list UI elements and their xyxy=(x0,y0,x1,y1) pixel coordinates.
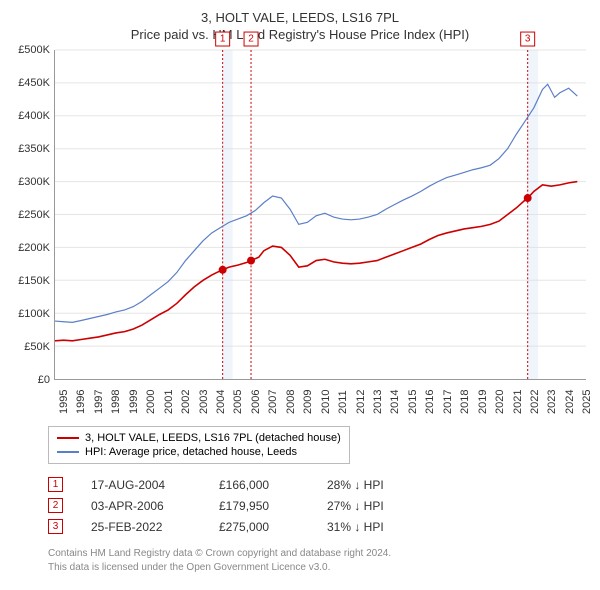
sales-row: 1 17-AUG-2004 £166,000 28% ↓ HPI xyxy=(48,474,590,495)
x-axis-label: 2025 xyxy=(581,390,593,414)
sale-date: 17-AUG-2004 xyxy=(91,478,191,492)
legend: 3, HOLT VALE, LEEDS, LS16 7PL (detached … xyxy=(48,426,350,464)
sales-table: 1 17-AUG-2004 £166,000 28% ↓ HPI 2 03-APR-200… xyxy=(48,474,590,537)
sale-date: 25-FEB-2022 xyxy=(91,520,191,534)
x-axis-label: 2009 xyxy=(302,390,314,414)
x-axis-label: 2013 xyxy=(372,390,384,414)
y-axis-label: £300K xyxy=(18,176,50,188)
legend-label: HPI: Average price, detached house, Leed… xyxy=(85,446,297,458)
legend-swatch xyxy=(57,437,79,439)
x-axis-label: 1995 xyxy=(58,390,70,414)
sale-price: £166,000 xyxy=(219,478,299,492)
event-marker-num: 2 xyxy=(248,34,254,45)
y-axis-label: £250K xyxy=(18,209,50,221)
chart-subtitle: Price paid vs. HM Land Registry's House … xyxy=(10,27,590,42)
y-axis-label: £350K xyxy=(18,143,50,155)
x-axis-label: 1998 xyxy=(110,390,122,414)
disclaimer: Contains HM Land Registry data © Crown c… xyxy=(48,547,590,575)
plot-inner: 123 xyxy=(54,50,586,380)
sale-dot xyxy=(247,257,255,265)
x-axis-label: 2018 xyxy=(459,390,471,414)
x-axis-label: 2007 xyxy=(267,390,279,414)
y-axis-label: £0 xyxy=(38,374,50,386)
x-axis-label: 1996 xyxy=(75,390,87,414)
y-axis-label: £450K xyxy=(18,77,50,89)
x-axis-label: 2000 xyxy=(145,390,157,414)
sale-num-box: 3 xyxy=(48,519,63,534)
plot-svg: 123 xyxy=(55,50,586,379)
sale-diff: 31% ↓ HPI xyxy=(327,520,417,534)
sale-date: 03-APR-2006 xyxy=(91,499,191,513)
legend-row: 3, HOLT VALE, LEEDS, LS16 7PL (detached … xyxy=(57,431,341,445)
sale-num-box: 1 xyxy=(48,477,63,492)
event-marker-num: 3 xyxy=(525,34,531,45)
x-axis-label: 2024 xyxy=(564,390,576,414)
x-axis-label: 2006 xyxy=(250,390,262,414)
series-property-line xyxy=(55,182,577,341)
price-chart-container: 3, HOLT VALE, LEEDS, LS16 7PL Price paid… xyxy=(10,10,590,575)
sales-row: 2 03-APR-2006 £179,950 27% ↓ HPI xyxy=(48,495,590,516)
x-axis-label: 1999 xyxy=(128,390,140,414)
title-block: 3, HOLT VALE, LEEDS, LS16 7PL Price paid… xyxy=(10,10,590,42)
x-axis-label: 2010 xyxy=(320,390,332,414)
x-axis-label: 2015 xyxy=(407,390,419,414)
sale-dot xyxy=(524,194,532,202)
x-axis-label: 2017 xyxy=(442,390,454,414)
sales-row: 3 25-FEB-2022 £275,000 31% ↓ HPI xyxy=(48,516,590,537)
x-axis-label: 2016 xyxy=(424,390,436,414)
sale-price: £179,950 xyxy=(219,499,299,513)
x-axis-label: 2020 xyxy=(494,390,506,414)
disclaimer-line2: This data is licensed under the Open Gov… xyxy=(48,561,590,575)
y-axis-label: £50K xyxy=(24,341,50,353)
sale-num-box: 2 xyxy=(48,498,63,513)
y-axis-label: £100K xyxy=(18,308,50,320)
x-axis-label: 2019 xyxy=(477,390,489,414)
x-axis-label: 2001 xyxy=(163,390,175,414)
y-axis-label: £150K xyxy=(18,275,50,287)
chart-title: 3, HOLT VALE, LEEDS, LS16 7PL xyxy=(10,10,590,25)
x-axis-label: 1997 xyxy=(93,390,105,414)
y-axis-label: £200K xyxy=(18,242,50,254)
sale-price: £275,000 xyxy=(219,520,299,534)
disclaimer-line1: Contains HM Land Registry data © Crown c… xyxy=(48,547,590,561)
x-axis-label: 2008 xyxy=(285,390,297,414)
legend-swatch xyxy=(57,451,79,453)
y-axis-label: £500K xyxy=(18,44,50,56)
y-axis-label: £400K xyxy=(18,110,50,122)
x-axis-labels: 1995 1996 1997 1998 1999 2000 2001 2002 2003 2004… xyxy=(54,380,586,420)
legend-label: 3, HOLT VALE, LEEDS, LS16 7PL (detached … xyxy=(85,432,341,444)
series-hpi-line xyxy=(55,84,577,322)
x-axis-label: 2002 xyxy=(180,390,192,414)
y-axis-labels: £0£50K£100K£150K£200K£250K£300K£350K£400… xyxy=(10,50,52,380)
legend-row: HPI: Average price, detached house, Leed… xyxy=(57,445,341,459)
x-axis-label: 2012 xyxy=(355,390,367,414)
x-axis-label: 2011 xyxy=(337,390,349,414)
event-marker-num: 1 xyxy=(220,34,226,45)
plot-area: £0£50K£100K£150K£200K£250K£300K£350K£400… xyxy=(54,50,586,380)
sale-diff: 27% ↓ HPI xyxy=(327,499,417,513)
sale-diff: 28% ↓ HPI xyxy=(327,478,417,492)
x-axis-label: 2014 xyxy=(389,390,401,414)
x-axis-label: 2023 xyxy=(546,390,558,414)
x-axis-label: 2022 xyxy=(529,390,541,414)
x-axis-label: 2005 xyxy=(232,390,244,414)
x-axis-label: 2004 xyxy=(215,390,227,414)
x-axis-label: 2021 xyxy=(512,390,524,414)
x-axis-label: 2003 xyxy=(198,390,210,414)
sale-dot xyxy=(219,266,227,274)
